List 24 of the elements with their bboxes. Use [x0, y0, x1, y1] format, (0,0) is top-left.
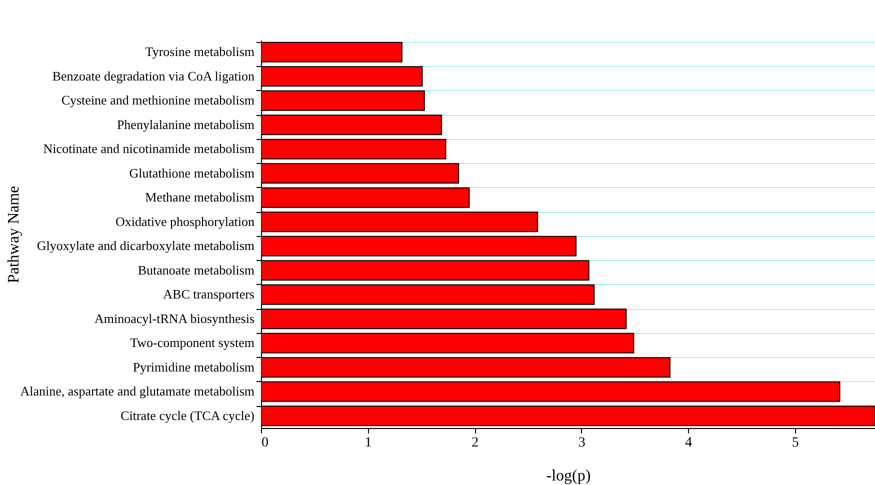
- x-tick-label: 1: [364, 436, 372, 450]
- x-tick-label: 3: [578, 436, 586, 450]
- y-tick-label: ABC transporters: [163, 286, 254, 302]
- y-tick-label: Methane metabolism: [145, 190, 254, 205]
- y-tick-label: Cysteine and methionine metabolism: [61, 92, 254, 108]
- x-tick-label: 0: [262, 436, 268, 450]
- x-tick-label: 2: [472, 436, 479, 450]
- x-axis-title: -log(p): [546, 468, 591, 484]
- y-tick-label: Phenylalanine metabolism: [116, 116, 254, 132]
- y-tick-label: Butanoate metabolism: [138, 262, 254, 278]
- y-tick-label: Oxidative phosphorylation: [115, 214, 255, 229]
- x-tick-label: 5: [792, 436, 799, 450]
- y-tick-label: Aminoacyl-tRNA biosynthesis: [94, 310, 254, 326]
- y-tick-label: Citrate cycle (TCA cycle): [120, 408, 254, 423]
- y-tick-label: Nicotinate and nicotinamide metabolism: [43, 141, 254, 156]
- y-tick-label: Alanine, aspartate and glutamate metabolism: [20, 384, 254, 399]
- y-tick-label: Glutathione metabolism: [129, 165, 254, 180]
- y-tick-label: Benzoate degradation via CoA ligation: [52, 68, 255, 84]
- y-tick-label: Two-component system: [130, 335, 254, 350]
- x-tick-label: 4: [685, 436, 692, 450]
- y-tick-label: Glyoxylate and dicarboxylate metabolism: [36, 238, 254, 254]
- y-axis-title: Pathway Name: [6, 186, 22, 284]
- y-tick-label: Pyrimidine metabolism: [132, 359, 254, 374]
- y-tick-label: Tyrosine metabolism: [145, 44, 254, 60]
